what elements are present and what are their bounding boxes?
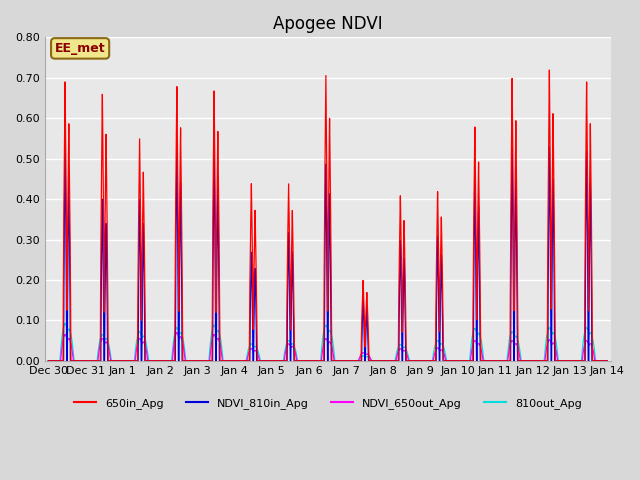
Title: Apogee NDVI: Apogee NDVI (273, 15, 383, 33)
Text: EE_met: EE_met (55, 42, 106, 55)
Legend: 650in_Apg, NDVI_810in_Apg, NDVI_650out_Apg, 810out_Apg: 650in_Apg, NDVI_810in_Apg, NDVI_650out_A… (69, 394, 586, 413)
